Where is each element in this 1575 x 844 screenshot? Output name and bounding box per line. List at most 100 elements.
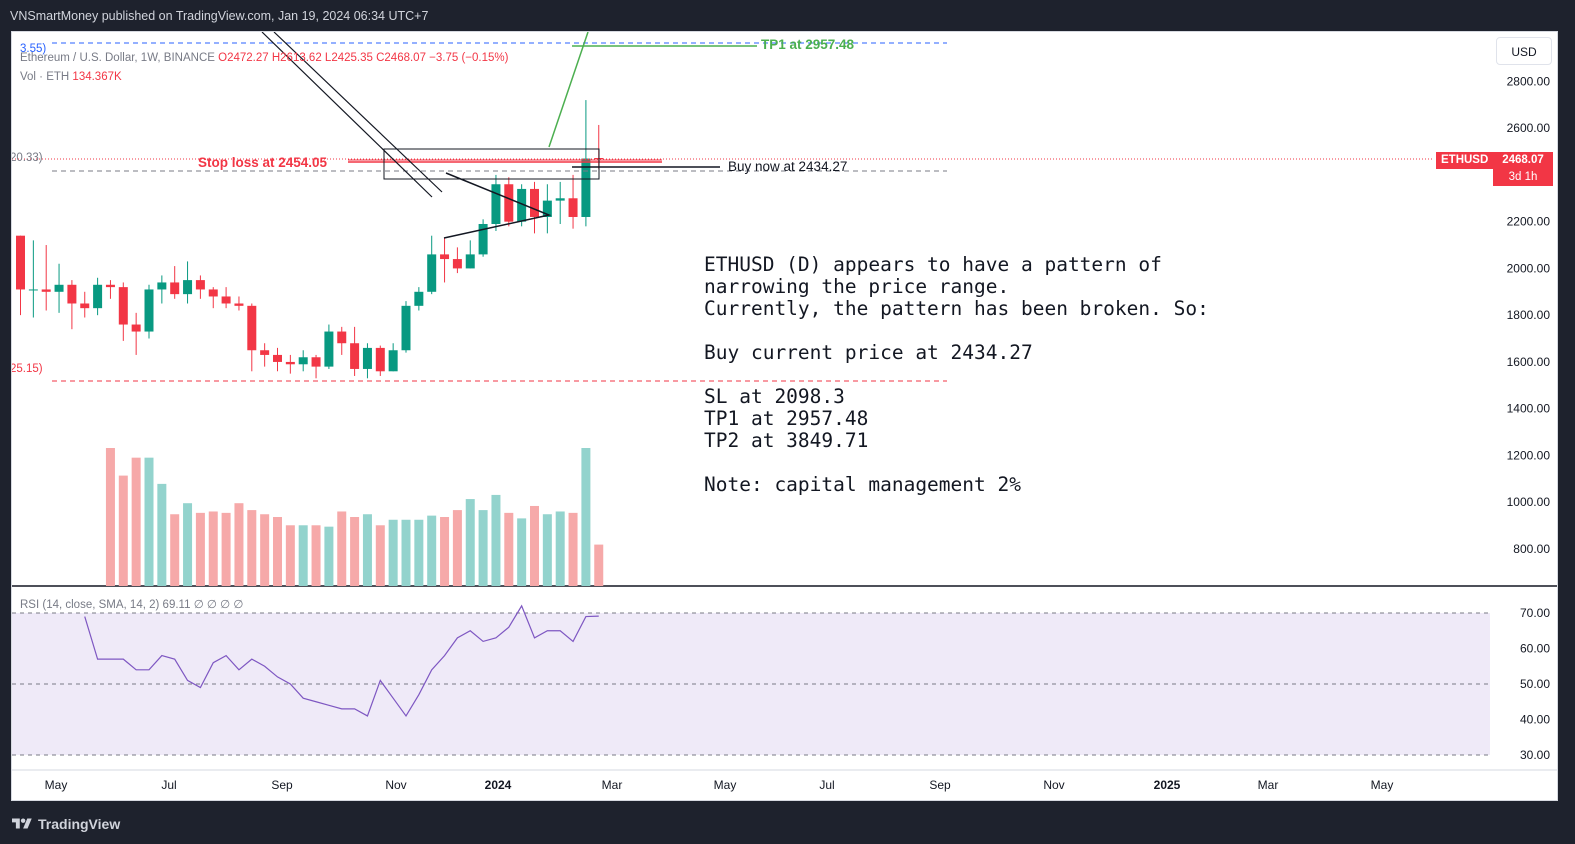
candle-body	[234, 303, 244, 306]
volume-bar	[157, 483, 167, 586]
volume-bar	[555, 511, 565, 586]
candle-body	[388, 350, 398, 372]
volume-bar	[452, 510, 462, 586]
symbol-line[interactable]: Ethereum / U.S. Dollar, 1W, BINANCE	[20, 52, 215, 64]
volume-bar	[195, 512, 205, 586]
candle-body	[105, 284, 115, 288]
legend-open: O2472.27	[218, 52, 269, 64]
chart-legend: 3.55) Ethereum / U.S. Dollar, 1W, BINANC…	[20, 40, 508, 87]
analysis-note[interactable]: ETHUSD (D) appears to have a pattern of n…	[704, 254, 1209, 496]
time-axis-label: Sep	[929, 778, 951, 792]
candle-body	[350, 343, 360, 369]
stop-loss-label[interactable]: Stop loss at 2454.05	[198, 155, 328, 170]
time-axis-label: Sep	[271, 778, 293, 792]
chart-area[interactable]: 2800.00 2600.00 2200.00 2000.00 1800.00 1600.…	[11, 31, 1558, 801]
volume-bar	[440, 517, 450, 586]
time-axis-label: 2024	[485, 778, 512, 792]
candle-body	[311, 357, 321, 367]
price-tick-label: 2600.00	[1507, 121, 1551, 135]
candle-body	[247, 305, 257, 351]
price-tick-label: 2800.00	[1507, 74, 1551, 88]
volume-bar	[144, 457, 154, 586]
candle-body	[298, 357, 308, 365]
candle-body	[401, 305, 411, 351]
volume-bar	[105, 448, 115, 586]
volume-bar	[362, 514, 372, 586]
candle-body	[581, 158, 591, 217]
note-line: TP1 at 2957.48	[704, 407, 869, 430]
left-label-low: 25.15)	[11, 363, 43, 375]
publisher-bar: VNSmartMoney published on TradingView.co…	[0, 0, 1575, 33]
symbol-price-tag: ETHUSD	[1436, 152, 1494, 169]
volume-bar	[183, 503, 193, 586]
candle-body	[362, 347, 372, 369]
legend-close: C2468.07	[376, 52, 426, 64]
candle-body	[93, 284, 103, 309]
time-axis-label: Nov	[385, 778, 406, 792]
volume-bar	[273, 517, 282, 586]
buy-now-label[interactable]: Buy now at 2434.27	[728, 159, 848, 174]
candle-body	[221, 296, 231, 304]
candle-body	[504, 184, 514, 222]
volume-bar	[285, 525, 295, 586]
volume-label[interactable]: Vol · ETH	[20, 71, 70, 83]
rsi-tick-label: 30.00	[1520, 748, 1550, 762]
last-price-label: 2468.07 3d 1h	[1493, 152, 1553, 186]
last-price-value: 2468.07	[1502, 154, 1544, 166]
footer: TradingView	[0, 806, 1575, 844]
legend-change: −3.75 (−0.15%)	[429, 52, 509, 64]
volume-bar	[247, 510, 257, 586]
time-axis-label: Jul	[161, 778, 176, 792]
left-label-mid: 20.33)	[11, 152, 43, 164]
volume-bar	[594, 544, 604, 586]
candle-body	[517, 188, 527, 222]
volume-bar	[504, 512, 514, 586]
chart-canvas[interactable]: 2800.00 2600.00 2200.00 2000.00 1800.00 1600.…	[12, 32, 1558, 801]
currency-button[interactable]: USD	[1496, 37, 1552, 65]
rsi-legend: RSI (14, close, SMA, 14, 2) 69.11 ∅ ∅ ∅ …	[20, 597, 243, 611]
price-tick-label: 800.00	[1513, 542, 1550, 556]
volume-bar	[388, 519, 398, 586]
brand-text: TradingView	[38, 816, 121, 832]
volume-bar	[221, 512, 231, 586]
rsi-tick-label: 70.00	[1520, 606, 1550, 620]
price-tick-label: 1400.00	[1507, 402, 1551, 416]
volume-bar	[118, 475, 128, 586]
trend-line-2	[273, 32, 443, 193]
countdown-value: 3d 1h	[1508, 171, 1538, 183]
volume-bar	[465, 499, 475, 586]
candle-body	[183, 280, 193, 295]
time-axis-label: Jul	[819, 778, 834, 792]
tp1-label[interactable]: TP1 at 2957.48	[761, 37, 855, 52]
volume-bar	[427, 515, 437, 586]
candle-body	[530, 188, 539, 217]
volume-bar	[208, 511, 218, 586]
time-axis-label: Nov	[1043, 778, 1064, 792]
candle-body	[491, 184, 501, 224]
candle-body	[208, 289, 218, 297]
note-line: SL at 2098.3	[704, 385, 845, 408]
candle-body	[452, 259, 462, 269]
rsi-value: 69.11	[162, 599, 191, 611]
candle-body	[80, 303, 90, 309]
volume-bar	[530, 505, 539, 586]
publisher-line: VNSmartMoney published on TradingView.co…	[10, 9, 429, 23]
candle-body	[41, 289, 51, 292]
volume-bar	[491, 494, 501, 586]
candle-body	[16, 235, 25, 290]
candle-body	[568, 198, 578, 217]
candle-body	[555, 198, 565, 201]
candle-body	[118, 287, 128, 325]
legend-high: H2613.62	[271, 52, 322, 64]
tradingview-logo[interactable]: TradingView	[12, 816, 120, 832]
note-line: ETHUSD (D) appears to have a pattern of	[704, 253, 1162, 276]
time-axis-label: May	[1371, 778, 1394, 792]
candle-body	[542, 200, 552, 217]
rsi-label[interactable]: RSI (14, close, SMA, 14, 2)	[20, 599, 160, 611]
candle-body	[440, 254, 450, 260]
volume-bar	[337, 511, 347, 586]
candle-body	[144, 289, 154, 332]
triangle-pattern	[443, 172, 552, 239]
candle-body	[260, 350, 270, 355]
volume-bar	[131, 457, 141, 586]
